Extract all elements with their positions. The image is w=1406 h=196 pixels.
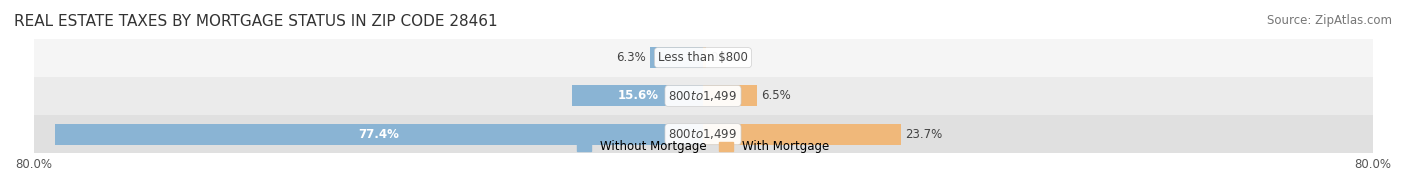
Bar: [651, 47, 703, 68]
Bar: [572, 85, 703, 106]
Text: 0.34%: 0.34%: [710, 51, 747, 64]
Bar: [55, 124, 703, 145]
Text: Less than $800: Less than $800: [658, 51, 748, 64]
Bar: [703, 124, 901, 145]
Text: Source: ZipAtlas.com: Source: ZipAtlas.com: [1267, 14, 1392, 27]
Bar: [34, 77, 1372, 115]
Bar: [703, 47, 706, 68]
Text: 6.3%: 6.3%: [616, 51, 647, 64]
Legend: Without Mortgage, With Mortgage: Without Mortgage, With Mortgage: [576, 140, 830, 153]
Text: 6.5%: 6.5%: [762, 89, 792, 103]
Text: $800 to $1,499: $800 to $1,499: [668, 89, 738, 103]
Bar: [34, 115, 1372, 153]
Bar: [34, 39, 1372, 77]
Text: 23.7%: 23.7%: [905, 128, 943, 141]
Bar: [703, 85, 758, 106]
Text: 15.6%: 15.6%: [617, 89, 658, 103]
Text: REAL ESTATE TAXES BY MORTGAGE STATUS IN ZIP CODE 28461: REAL ESTATE TAXES BY MORTGAGE STATUS IN …: [14, 14, 498, 29]
Text: 77.4%: 77.4%: [359, 128, 399, 141]
Text: $800 to $1,499: $800 to $1,499: [668, 127, 738, 141]
